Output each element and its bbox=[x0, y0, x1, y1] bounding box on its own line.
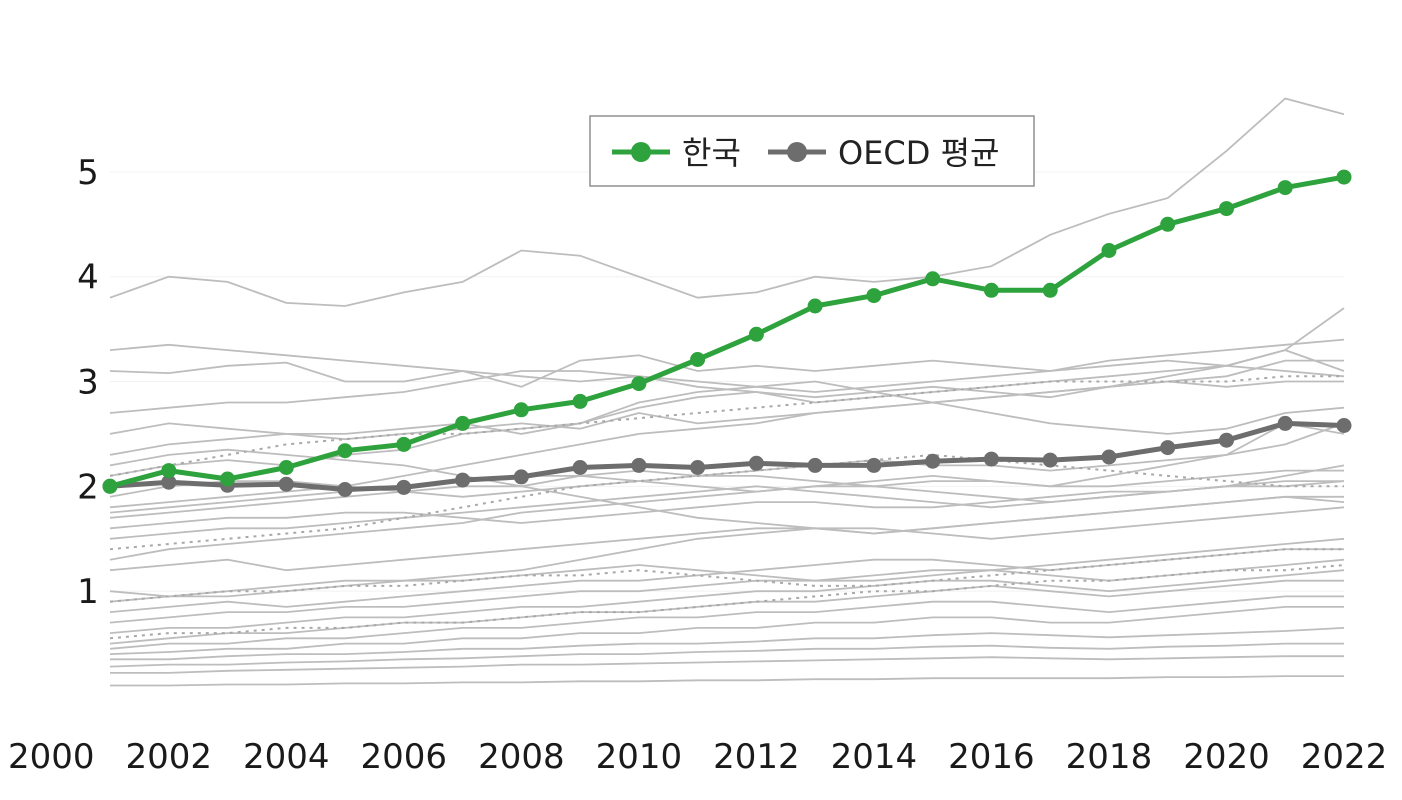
korea-point-2016 bbox=[983, 282, 999, 298]
x-tick-label-2022: 2022 bbox=[1301, 737, 1388, 777]
oecd-series-line bbox=[107, 420, 1347, 492]
oecd-point-2004 bbox=[278, 476, 294, 492]
oecd-point-2020 bbox=[1219, 432, 1234, 448]
background-series-line-22 bbox=[110, 627, 1345, 661]
korea-point-2011 bbox=[690, 352, 706, 367]
background-series-line-11 bbox=[109, 475, 1344, 504]
oecd-point-2012 bbox=[748, 455, 764, 471]
background-dotted-line-0 bbox=[109, 375, 1344, 477]
background-series-line-18 bbox=[109, 569, 1345, 634]
legend-oecd-label: OECD 평균 bbox=[838, 134, 999, 172]
korea-point-2018 bbox=[1101, 243, 1117, 258]
x-tick-label-2012: 2012 bbox=[713, 737, 800, 777]
x-tick-label-2004: 2004 bbox=[243, 737, 330, 777]
background-series-line-27 bbox=[109, 343, 1345, 393]
korea-point-2009 bbox=[572, 393, 588, 409]
x-tick-label-2008: 2008 bbox=[478, 737, 565, 777]
korea-point-2010 bbox=[631, 376, 647, 392]
y-tick-label-1: 1 bbox=[77, 572, 99, 612]
background-series-line-8 bbox=[109, 422, 1345, 519]
korea-point-2006 bbox=[396, 436, 412, 452]
background-series-line-7 bbox=[109, 422, 1345, 514]
background-series-line-25 bbox=[110, 675, 1344, 687]
oecd-point-2013 bbox=[807, 457, 823, 473]
korea-point-2008 bbox=[513, 402, 529, 418]
background-series-line-16 bbox=[109, 548, 1344, 613]
x-tick-label-2018: 2018 bbox=[1066, 737, 1153, 777]
korea-point-2004 bbox=[278, 460, 294, 475]
legend-korea-marker bbox=[631, 142, 651, 162]
x-tick-label-2016: 2016 bbox=[948, 737, 1035, 777]
highlighted-series bbox=[102, 169, 1352, 497]
background-series-line-24 bbox=[110, 655, 1344, 674]
oecd-point-2009 bbox=[572, 460, 588, 475]
y-tick-label-4: 4 bbox=[77, 258, 99, 298]
oecd-point-2006 bbox=[396, 479, 412, 495]
oecd-point-2015 bbox=[925, 453, 941, 469]
background-series-line-12 bbox=[109, 480, 1345, 530]
oecd-point-2011 bbox=[690, 460, 706, 475]
oecd-point-2005 bbox=[337, 482, 353, 497]
oecd-point-2007 bbox=[455, 472, 471, 488]
korea-point-2002 bbox=[161, 463, 177, 479]
oecd-point-2016 bbox=[983, 451, 999, 467]
y-tick-label-3: 3 bbox=[77, 363, 99, 403]
legend-item-oecd: OECD 평균 bbox=[768, 134, 999, 172]
background-series-line-20 bbox=[109, 595, 1344, 650]
y-tick-label-5: 5 bbox=[77, 153, 99, 193]
y-tick-label-2: 2 bbox=[77, 467, 99, 507]
x-axis-ticks: 2000 2002 2004 2006 2008 2010 2012 2014 2016 2018… bbox=[8, 737, 1387, 777]
legend-korea-label: 한국 bbox=[682, 134, 741, 172]
background-series-line-10 bbox=[109, 469, 1344, 561]
oecd-point-2019 bbox=[1160, 440, 1176, 456]
x-tick-label-2010: 2010 bbox=[596, 737, 683, 777]
background-dotted-line-3 bbox=[109, 564, 1345, 640]
background-series-line-0 bbox=[109, 97, 1345, 307]
korea-point-2019 bbox=[1160, 216, 1176, 232]
korea-point-2013 bbox=[807, 298, 823, 314]
korea-point-2015 bbox=[925, 271, 941, 287]
korea-point-2012 bbox=[748, 326, 764, 342]
legend-item-korea: 한국 bbox=[612, 134, 741, 172]
background-series-line-21 bbox=[109, 606, 1344, 655]
x-tick-label-2020: 2020 bbox=[1183, 737, 1270, 777]
korea-point-2005 bbox=[337, 443, 353, 459]
x-tick-label-2000: 2000 bbox=[8, 737, 95, 777]
y-axis-ticks: 1 2 3 4 5 bbox=[77, 153, 99, 612]
legend-oecd-marker bbox=[787, 142, 807, 162]
korea-point-2001 bbox=[102, 478, 118, 494]
oecd-point-2008 bbox=[513, 469, 529, 485]
legend: 한국 OECD 평균 bbox=[589, 115, 1035, 187]
oecd-point-2018 bbox=[1101, 449, 1117, 465]
oecd-point-2017 bbox=[1042, 452, 1058, 468]
korea-point-2021 bbox=[1277, 180, 1293, 196]
korea-series-line bbox=[107, 174, 1347, 489]
x-tick-label-2006: 2006 bbox=[361, 737, 448, 777]
background-series-line-14 bbox=[109, 506, 1345, 598]
background-series-line-17 bbox=[109, 558, 1345, 624]
oecd-point-2014 bbox=[866, 457, 882, 473]
oecd-point-2010 bbox=[631, 457, 647, 473]
oecd-point-2021 bbox=[1277, 415, 1293, 431]
korea-point-2014 bbox=[866, 288, 882, 304]
oecd-point-2002 bbox=[161, 474, 177, 490]
oecd-point-2022 bbox=[1336, 418, 1352, 433]
korea-point-2022 bbox=[1336, 169, 1352, 185]
korea-point-2003 bbox=[220, 471, 235, 487]
background-dotted-line-2 bbox=[109, 548, 1344, 603]
korea-point-2007 bbox=[455, 415, 471, 431]
background-series-line-23 bbox=[109, 642, 1344, 668]
x-tick-label-2002: 2002 bbox=[125, 737, 212, 777]
korea-point-2017 bbox=[1042, 282, 1058, 298]
korea-point-2020 bbox=[1219, 201, 1234, 217]
x-tick-label-2014: 2014 bbox=[831, 737, 918, 777]
background-series-line-1 bbox=[109, 338, 1345, 388]
